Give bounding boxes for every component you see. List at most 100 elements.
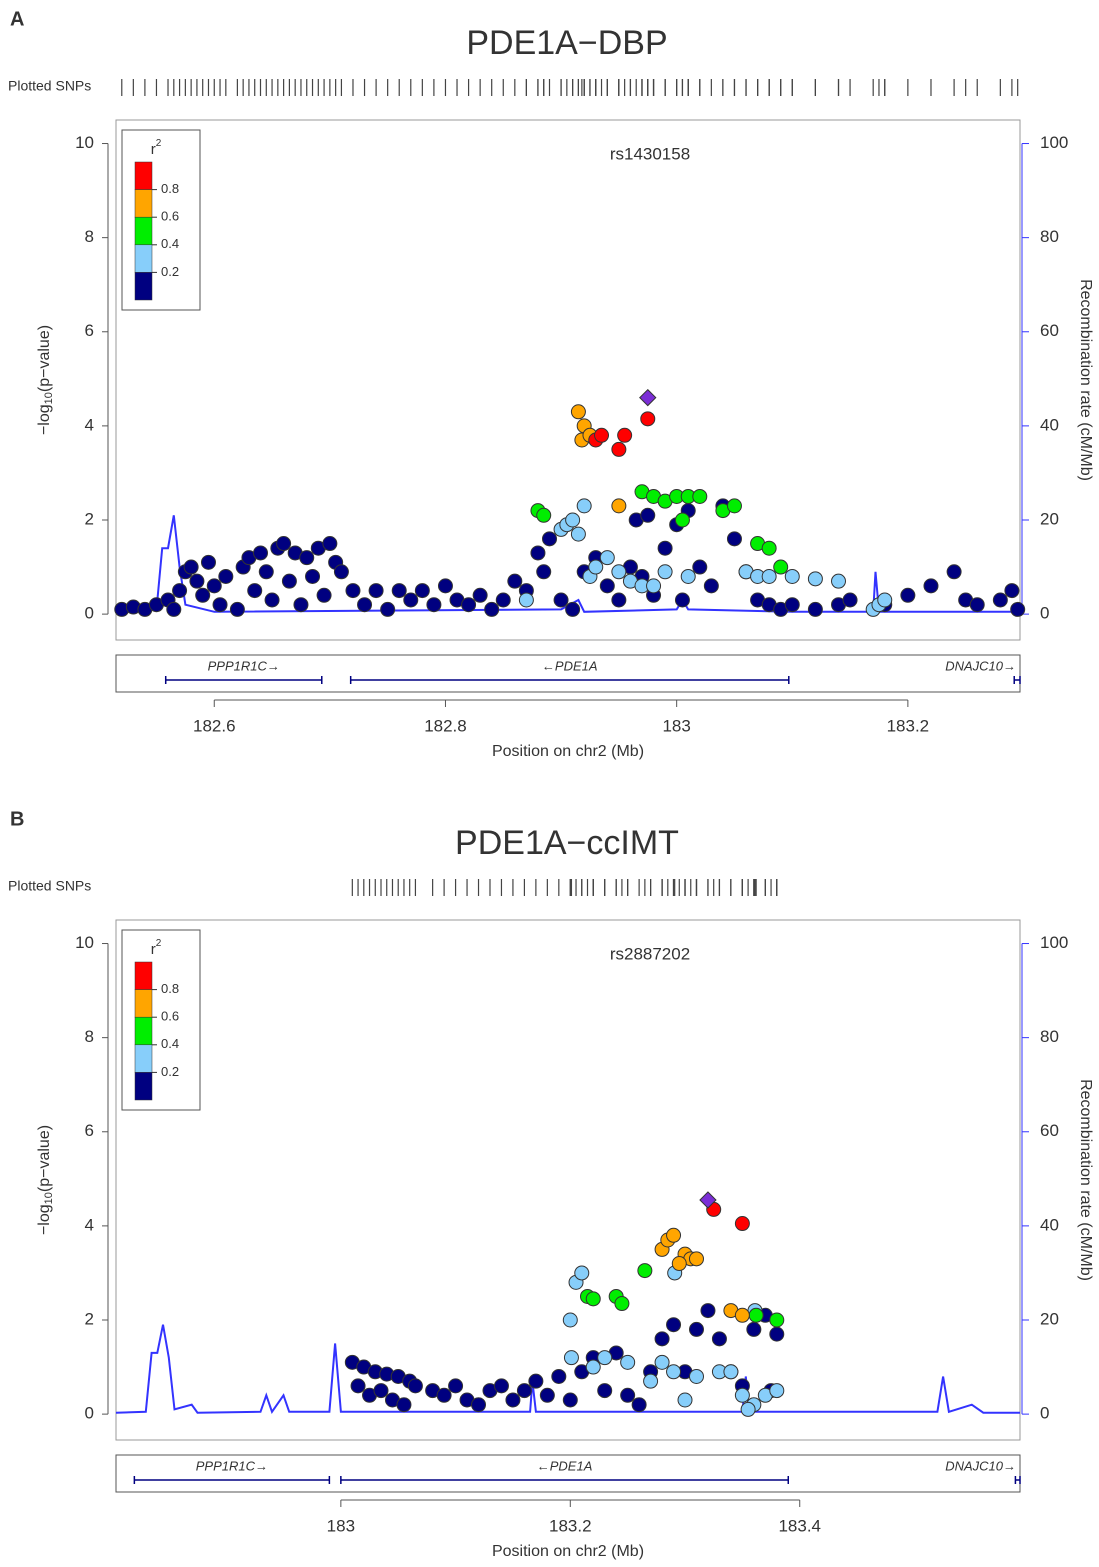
y-axis-label-part: 10	[43, 1192, 55, 1204]
plot-frame	[115, 919, 1021, 1441]
snp-point	[516, 1383, 532, 1399]
snp-point	[507, 573, 523, 589]
snp-point	[562, 1312, 578, 1328]
legend-title-sup: 2	[156, 938, 162, 949]
snp-point	[674, 512, 690, 528]
snp-point	[472, 587, 488, 603]
legend-break-label: 0.8	[161, 181, 179, 196]
snp-point	[264, 592, 280, 608]
legend-break-label: 0.2	[161, 264, 179, 279]
snp-point	[761, 568, 777, 584]
snp-point	[611, 564, 627, 580]
snp-point	[563, 1350, 579, 1366]
snp-point	[611, 441, 627, 457]
snp-point	[195, 587, 211, 603]
snp-point	[666, 1317, 682, 1333]
snp-point	[206, 578, 222, 594]
snp-point	[734, 1307, 750, 1323]
snp-point	[923, 578, 939, 594]
snp-point	[471, 1397, 487, 1413]
x-tick-label: 183	[327, 1516, 355, 1535]
legend-swatch	[134, 989, 153, 1018]
snp-point	[380, 601, 396, 617]
y2-tick-label: 100	[1040, 133, 1068, 152]
snp-point	[773, 559, 789, 575]
legend-break-label: 0.4	[161, 236, 179, 251]
snp-point	[723, 1364, 739, 1380]
snp-point	[403, 592, 419, 608]
y2-tick-label: 100	[1040, 933, 1068, 952]
legend-title: r2	[151, 938, 162, 958]
y-tick-label: 10	[75, 933, 94, 952]
snp-point	[831, 573, 847, 589]
snp-point	[396, 1397, 412, 1413]
y2-tick-label: 20	[1040, 1309, 1059, 1328]
gene-label: DNAJC10→	[945, 1458, 1016, 1473]
snp-point	[654, 1331, 670, 1347]
snp-point	[620, 1387, 636, 1403]
snp-point	[322, 536, 338, 552]
snp-point	[530, 545, 546, 561]
gene-track	[115, 1454, 1021, 1493]
snp-point	[740, 1401, 756, 1417]
snp-point	[969, 597, 985, 613]
legend-title: r2	[151, 138, 162, 158]
legend-swatch	[134, 272, 153, 301]
snp-point	[646, 578, 662, 594]
snp-point	[437, 578, 453, 594]
snp-point	[585, 1359, 601, 1375]
snp-point	[299, 550, 315, 566]
snp-point	[551, 1368, 567, 1384]
snp-point	[640, 411, 656, 427]
snp-point	[599, 550, 615, 566]
y-axis-label-part: (p−value)	[36, 325, 53, 392]
snp-point	[576, 498, 592, 514]
snp-point	[726, 498, 742, 514]
y-tick-label: 0	[85, 1404, 94, 1423]
y2-tick-label: 80	[1040, 227, 1059, 246]
snp-point	[281, 573, 297, 589]
y-tick-label: 8	[85, 227, 94, 246]
snp-point	[539, 1387, 555, 1403]
snp-point	[666, 1364, 682, 1380]
legend-swatch	[134, 161, 153, 190]
snp-point	[574, 1265, 590, 1281]
y-axis-label: −log10(p−value)	[36, 1125, 55, 1235]
snp-point	[700, 1303, 716, 1319]
snp-point	[674, 592, 690, 608]
snp-point	[553, 592, 569, 608]
snp-point	[769, 1383, 785, 1399]
snp-point	[643, 1373, 659, 1389]
gene-label: DNAJC10→	[945, 658, 1016, 673]
chart-title: PDE1A−DBP	[466, 24, 667, 62]
snp-point	[333, 564, 349, 580]
snp-point	[631, 1397, 647, 1413]
snp-point	[748, 1307, 764, 1323]
snp-point	[505, 1392, 521, 1408]
y2-tick-label: 40	[1040, 1215, 1059, 1234]
snp-point	[345, 583, 361, 599]
y-axis-label-part: 10	[43, 392, 55, 404]
y-tick-label: 2	[85, 1309, 94, 1328]
snp-point	[1010, 601, 1026, 617]
snp-point	[807, 571, 823, 587]
snp-point	[172, 583, 188, 599]
snp-point	[671, 1256, 687, 1272]
snp-point	[614, 1296, 630, 1312]
y-tick-label: 0	[85, 604, 94, 623]
snp-point	[688, 1251, 704, 1267]
snp-point	[692, 559, 708, 575]
gene-track	[115, 654, 1021, 693]
y-tick-label: 10	[75, 133, 94, 152]
rug-label: Plotted SNPs	[8, 78, 91, 94]
snp-point	[253, 545, 269, 561]
x-tick-label: 183.2	[549, 1516, 592, 1535]
snp-point	[877, 592, 893, 608]
legend-break-label: 0.2	[161, 1064, 179, 1079]
x-tick-label: 183.2	[887, 716, 930, 735]
panel-label: B	[10, 808, 24, 830]
snp-point	[436, 1387, 452, 1403]
y2-tick-label: 40	[1040, 415, 1059, 434]
legend-swatch	[134, 216, 153, 246]
lead-snp-annotation: rs1430158	[610, 144, 690, 163]
